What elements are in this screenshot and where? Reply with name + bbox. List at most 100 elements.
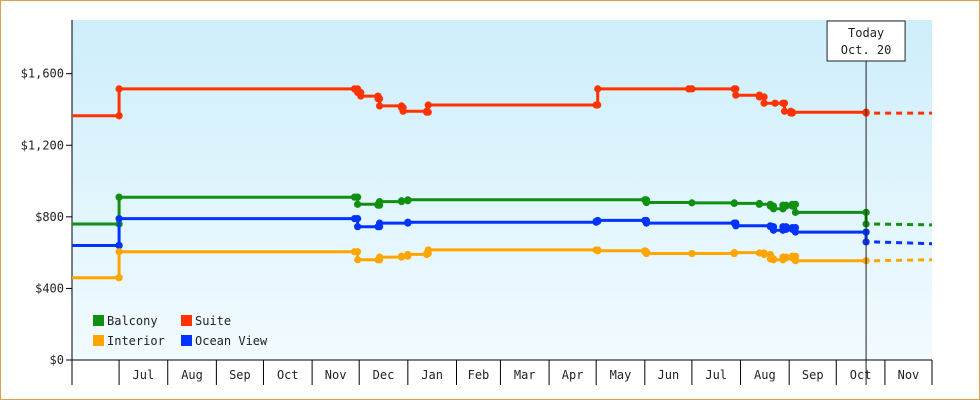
interior-point (115, 248, 123, 256)
interior-point (375, 256, 384, 264)
plot-area (72, 20, 932, 360)
x-tick-label: Mar (514, 368, 536, 382)
x-tick-label: Jun (658, 368, 680, 382)
ocean-view-point (354, 223, 362, 231)
suite-point (375, 102, 384, 110)
legend-label-ocean-view: Ocean View (195, 334, 268, 348)
x-tick-label: Sep (802, 368, 824, 382)
suite-point (760, 93, 768, 101)
interior-point (730, 249, 738, 258)
legend-swatch-interior (93, 335, 104, 346)
balcony-point (354, 200, 362, 208)
today-box (826, 20, 906, 62)
ocean-view-forecast-line (874, 240, 933, 246)
interior-point (642, 248, 650, 256)
balcony-point (404, 197, 412, 205)
x-tick-label: Aug (181, 368, 203, 382)
interior-point (769, 255, 778, 263)
today-marker: Today Oct. 20 (826, 20, 906, 385)
x-tick-label: Nov (898, 368, 920, 382)
today-label: Today (848, 26, 884, 40)
suite-point (780, 99, 789, 107)
suite-point (732, 85, 740, 93)
suite-point (424, 108, 432, 116)
suite-point (357, 88, 365, 97)
suite-point (399, 104, 407, 112)
interior-point (760, 249, 768, 257)
balcony-point (354, 193, 362, 201)
interior-point (424, 249, 432, 258)
interior-point (115, 274, 123, 282)
ocean-view-point (354, 215, 362, 223)
interior-point (688, 249, 696, 258)
x-tick-label: Oct (277, 368, 299, 382)
axes: $0 $400 $800 $1,200 $1,600 Jul Aug Sep Oct Nov Dec… (21, 20, 933, 385)
legend-swatch-suite (181, 315, 192, 326)
interior-point (791, 252, 800, 260)
y-tick-label: $800 (35, 210, 64, 224)
balcony-point (730, 199, 738, 207)
suite-point (732, 91, 740, 99)
ocean-view-point (404, 219, 412, 227)
suite-point (115, 85, 123, 93)
y-tick-label: $0 (50, 353, 64, 367)
y-tick-label: $400 (35, 281, 64, 295)
suite-point (115, 112, 123, 120)
interior-point (354, 248, 362, 256)
interior-forecast-line (874, 258, 933, 263)
suite-point (594, 101, 602, 109)
x-tick-label: Nov (325, 368, 347, 382)
x-tick-label: Oct (850, 368, 872, 382)
x-tick-label: Feb (468, 368, 490, 382)
balcony-point (115, 193, 123, 201)
ocean-view-point (732, 219, 740, 227)
x-tick-label: Jul (705, 368, 727, 382)
interior-point (404, 252, 412, 260)
suite-point (771, 99, 779, 107)
balcony-forecast-line (874, 222, 933, 227)
legend-swatch-balcony (93, 315, 104, 326)
ocean-view-point (594, 217, 602, 225)
suite-point (375, 95, 384, 103)
ocean-view-point (642, 216, 650, 225)
legend: Balcony Suite Interior Ocean View (93, 314, 268, 348)
legend-label-interior: Interior (107, 334, 165, 348)
interior-point (782, 253, 790, 261)
ocean-view-point (791, 223, 800, 232)
balcony-point (782, 201, 790, 209)
suite-point (594, 85, 602, 93)
today-date: Oct. 20 (841, 43, 892, 57)
balcony-point (769, 202, 778, 210)
balcony-point (755, 199, 763, 208)
suite-point (760, 99, 768, 107)
balcony-point (397, 198, 406, 206)
suite-point (688, 85, 696, 93)
x-tick-label: Jan (421, 368, 443, 382)
balcony-point (791, 200, 800, 208)
ocean-view-point (115, 215, 123, 223)
suite-point (424, 101, 432, 109)
interior-point (354, 256, 362, 264)
x-tick-label: Aug (754, 368, 776, 382)
x-tick-label: Sep (229, 368, 251, 382)
suite-point (788, 109, 796, 117)
legend-swatch-ocean-view (181, 335, 192, 346)
ocean-view-point (769, 223, 778, 231)
balcony-point (375, 201, 384, 209)
ocean-view-point (782, 223, 790, 231)
balcony-point (791, 208, 800, 216)
x-tick-label: May (610, 368, 632, 382)
y-tick-label: $1,600 (21, 67, 64, 81)
suite-point (780, 107, 789, 115)
x-tick-label: Dec (373, 368, 395, 382)
ocean-view-point (115, 241, 123, 250)
legend-label-suite: Suite (195, 314, 231, 328)
legend-label-balcony: Balcony (107, 314, 158, 328)
ocean-view-point (375, 223, 384, 231)
x-tick-label: Apr (562, 368, 584, 382)
balcony-point (642, 196, 650, 204)
y-tick-label: $1,200 (21, 138, 64, 152)
balcony-point (688, 199, 696, 207)
